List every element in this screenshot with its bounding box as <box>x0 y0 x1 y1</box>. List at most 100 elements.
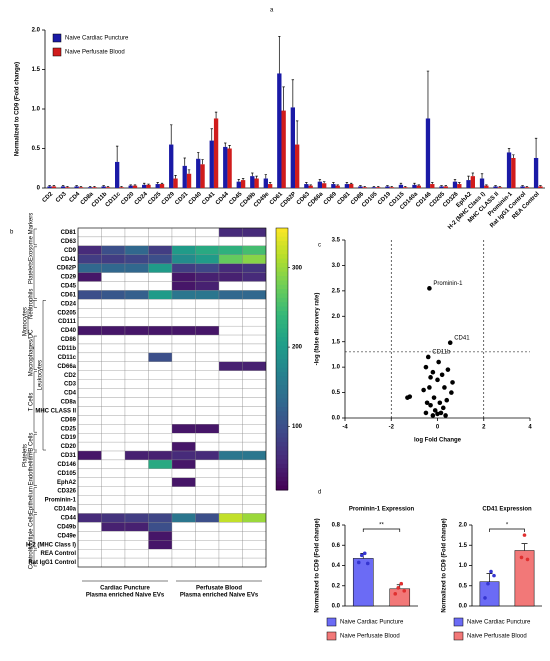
bar <box>209 140 214 188</box>
heatmap-cell <box>171 424 196 434</box>
heatmap-cell <box>195 424 220 434</box>
row-label: CD19 <box>61 435 77 441</box>
heatmap-cell <box>171 352 196 362</box>
bar <box>290 107 295 188</box>
row-label: EphA2 <box>57 480 77 486</box>
data-point <box>423 364 429 370</box>
data-point <box>492 573 496 578</box>
heatmap-cell <box>171 254 196 264</box>
bar <box>105 187 111 188</box>
heatmap-cell <box>171 549 196 559</box>
row-group-label: Platelets <box>29 261 35 284</box>
heatmap-cell <box>148 441 173 452</box>
bar <box>331 184 336 188</box>
error-bar <box>440 185 443 187</box>
error-bar <box>278 35 281 74</box>
colorbar-step <box>276 468 288 474</box>
heatmap-cell <box>171 406 196 416</box>
heatmap-cell <box>171 513 196 523</box>
row-group-bracket <box>33 487 37 513</box>
heatmap-cell <box>101 290 126 300</box>
row-label: CD11c <box>58 355 77 361</box>
heatmap-cell <box>171 281 196 291</box>
heatmap-cell <box>218 272 243 282</box>
error-bar <box>390 186 393 188</box>
point-label: CD41 <box>454 335 470 341</box>
colorbar-step <box>276 345 288 351</box>
heatmap-cell <box>148 477 173 487</box>
row-label: CD63 <box>61 239 77 245</box>
heatmap-cell <box>171 272 196 282</box>
heatmap-cell <box>148 540 173 550</box>
data-point <box>428 375 433 380</box>
y-tick-label: 0.5 <box>332 390 341 396</box>
error-bar <box>79 186 83 188</box>
bar <box>223 146 228 188</box>
row-label: CD24 <box>61 301 77 307</box>
y-tick-label: 0.0 <box>459 604 468 610</box>
heatmap-cell <box>218 379 243 389</box>
heatmap-cell <box>101 397 126 407</box>
bar <box>240 180 246 188</box>
heatmap-cell <box>101 415 126 425</box>
heatmap-cell <box>148 424 173 434</box>
heatmap-cell <box>77 236 102 246</box>
heatmap-cell <box>124 245 149 255</box>
colorbar-step <box>276 254 288 260</box>
row-group-label: Endothelium <box>29 452 35 485</box>
heatmap-cell <box>218 540 243 550</box>
bar <box>520 186 525 188</box>
x-tick-label: 0 <box>436 425 440 431</box>
y-tick-label: 0.0 <box>332 604 341 610</box>
heatmap-cell <box>101 352 126 362</box>
error-bar <box>521 185 524 187</box>
heatmap-cell <box>77 557 102 568</box>
bar <box>263 178 268 188</box>
heatmap-cell <box>148 254 173 264</box>
row-group-label: Epithelium <box>29 486 35 514</box>
bar <box>497 187 503 188</box>
heatmap-cell <box>101 522 126 532</box>
heatmap-cell <box>77 308 102 318</box>
row-label: CD3 <box>64 382 77 388</box>
heatmap-cell <box>101 450 126 461</box>
heatmap-cell <box>101 334 126 345</box>
colorbar-step <box>276 293 288 299</box>
row-label: CD140a <box>54 507 77 513</box>
heatmap-cell <box>124 325 149 336</box>
error-bar <box>305 182 308 185</box>
bar <box>371 187 377 188</box>
heatmap-cell <box>124 361 149 371</box>
panel-label: d <box>318 490 321 496</box>
error-bar <box>345 182 349 185</box>
heatmap-cell <box>101 549 126 559</box>
bar <box>200 164 205 188</box>
heatmap-cell <box>171 308 196 318</box>
error-bar <box>480 173 484 179</box>
colorbar-step <box>276 354 288 360</box>
heatmap-cell <box>101 504 126 514</box>
colorbar-step <box>276 289 288 294</box>
x-tick-label: CD40 <box>188 191 204 207</box>
heatmap-cell <box>148 522 173 532</box>
legend-swatch <box>326 617 337 627</box>
heatmap-cell <box>171 227 196 238</box>
heatmap-cell <box>101 245 126 255</box>
colorbar-step <box>276 337 288 343</box>
heatmap-cell <box>218 254 243 264</box>
column-group-label: Perfusate Blood <box>196 586 242 592</box>
heatmap-cell <box>124 388 149 398</box>
heatmap-cell <box>77 504 102 514</box>
bar <box>479 581 500 607</box>
colorbar-step <box>276 446 288 452</box>
error-bar <box>336 184 339 186</box>
heatmap-cell <box>148 334 173 345</box>
heatmap-cell <box>77 379 102 389</box>
data-point <box>447 340 453 346</box>
legend-label: Naive Perfusate Blood <box>65 50 125 56</box>
colorbar-step <box>276 319 288 325</box>
heatmap-cell <box>218 352 243 362</box>
row-label: CD105 <box>57 471 76 477</box>
heatmap-cell <box>171 415 196 425</box>
row-label: MHC CLASS II <box>35 408 76 414</box>
